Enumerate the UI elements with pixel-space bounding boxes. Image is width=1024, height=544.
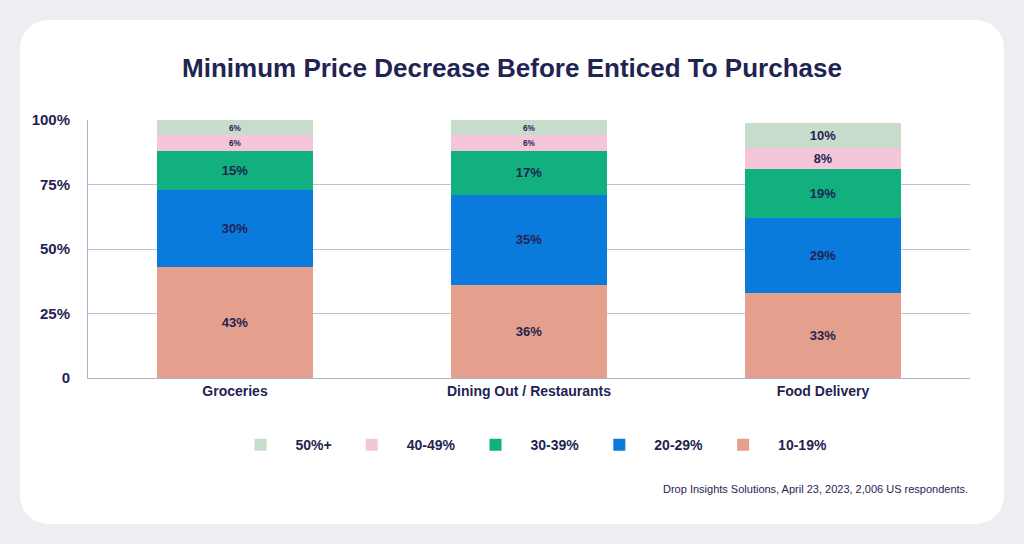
svg-text:15%: 15% — [222, 163, 248, 178]
svg-text:20-29%: 20-29% — [654, 437, 703, 453]
svg-text:0: 0 — [62, 369, 70, 386]
svg-text:10-19%: 10-19% — [778, 437, 827, 453]
svg-text:100%: 100% — [32, 111, 70, 128]
svg-text:29%: 29% — [810, 248, 836, 263]
svg-text:8%: 8% — [814, 152, 832, 166]
svg-text:50%+: 50%+ — [296, 437, 332, 453]
svg-text:6%: 6% — [523, 139, 536, 148]
svg-text:40-49%: 40-49% — [407, 437, 456, 453]
svg-text:30-39%: 30-39% — [531, 437, 580, 453]
svg-text:6%: 6% — [229, 124, 242, 133]
svg-text:33%: 33% — [810, 328, 836, 343]
svg-text:Groceries: Groceries — [202, 383, 268, 399]
svg-text:50%: 50% — [40, 240, 70, 257]
svg-text:6%: 6% — [229, 139, 242, 148]
svg-text:6%: 6% — [523, 124, 536, 133]
svg-text:30%: 30% — [222, 221, 248, 236]
svg-text:17%: 17% — [516, 165, 542, 180]
svg-text:25%: 25% — [40, 305, 70, 322]
svg-text:35%: 35% — [516, 232, 542, 247]
svg-text:Minimum Price Decrease Before: Minimum Price Decrease Before Enticed To… — [182, 53, 842, 83]
svg-text:Food Delivery: Food Delivery — [777, 383, 870, 399]
svg-text:Drop Insights Solutions, April: Drop Insights Solutions, April 23, 2023,… — [663, 483, 968, 495]
svg-text:19%: 19% — [810, 186, 836, 201]
svg-text:75%: 75% — [40, 176, 70, 193]
svg-text:10%: 10% — [810, 128, 836, 143]
svg-text:36%: 36% — [516, 324, 542, 339]
svg-text:Dining Out / Restaurants: Dining Out / Restaurants — [447, 383, 611, 399]
svg-text:43%: 43% — [222, 315, 248, 330]
